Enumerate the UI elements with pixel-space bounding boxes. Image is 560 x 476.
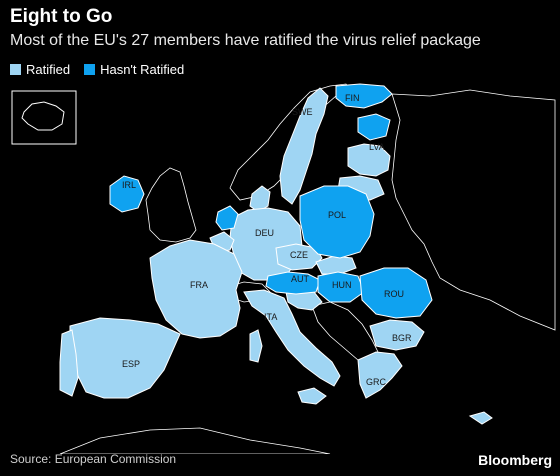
legend-swatch-ratified — [10, 64, 21, 75]
legend-label-ratified: Ratified — [26, 62, 71, 77]
country-sicily — [297, 387, 327, 405]
label-deu: DEU — [255, 228, 274, 238]
country-fra — [149, 239, 243, 339]
country-estonia — [357, 113, 391, 141]
label-hun: HUN — [332, 280, 352, 290]
label-fra: FRA — [190, 280, 208, 290]
label-pol: POL — [328, 210, 346, 220]
not-ratified-countries — [109, 83, 433, 319]
legend-label-not-ratified: Hasn't Ratified — [100, 62, 185, 77]
country-ita — [243, 289, 341, 387]
label-rou: ROU — [384, 289, 404, 299]
non-eu-land — [59, 83, 556, 454]
label-grc: GRC — [366, 377, 387, 387]
country-aut — [265, 271, 321, 295]
country-swe — [279, 87, 329, 205]
country-portugal — [59, 329, 79, 397]
iceland-inset-frame — [11, 90, 77, 145]
country-denmark — [249, 185, 271, 213]
country-rou — [359, 267, 433, 319]
label-lva: LVA — [369, 142, 385, 152]
legend-swatch-not-ratified — [84, 64, 96, 75]
label-aut: AUT — [291, 274, 310, 284]
country-sardinia — [249, 329, 263, 363]
great-britain — [145, 167, 197, 243]
label-esp: ESP — [122, 359, 140, 369]
country-cyprus — [468, 411, 493, 425]
europe-map: SWE FIN LVA IRL DEU POL CZE FRA AUT HUN … — [11, 83, 556, 454]
legend: Ratified Hasn't Ratified — [10, 62, 184, 77]
iceland-inset — [11, 90, 77, 145]
country-esp — [69, 317, 181, 399]
source-note: Source: European Commission — [10, 452, 177, 466]
label-swe: SWE — [292, 107, 313, 117]
country-hun — [317, 271, 365, 303]
bloomberg-logo: Bloomberg — [478, 452, 552, 468]
label-ita: ITA — [264, 312, 277, 322]
label-fin: FIN — [345, 93, 360, 103]
country-labels: SWE FIN LVA IRL DEU POL CZE FRA AUT HUN … — [122, 93, 412, 387]
iceland-shape — [21, 101, 65, 131]
legend-item-ratified: Ratified — [10, 62, 70, 77]
country-pol — [299, 185, 375, 259]
country-bgr — [369, 319, 425, 351]
country-grc — [357, 351, 403, 399]
chart-title: Eight to Go — [10, 6, 113, 27]
country-lva — [347, 143, 391, 177]
legend-item-not-ratified: Hasn't Ratified — [84, 62, 184, 77]
north-africa — [59, 427, 331, 454]
label-bgr: BGR — [392, 333, 412, 343]
country-irl — [109, 175, 145, 213]
label-irl: IRL — [122, 180, 136, 190]
label-cze: CZE — [290, 250, 308, 260]
chart-subtitle: Most of the EU's 27 members have ratifie… — [10, 32, 481, 49]
country-netherlands — [215, 205, 239, 231]
country-fin — [335, 83, 393, 109]
russia-belarus-ukraine — [391, 89, 556, 331]
